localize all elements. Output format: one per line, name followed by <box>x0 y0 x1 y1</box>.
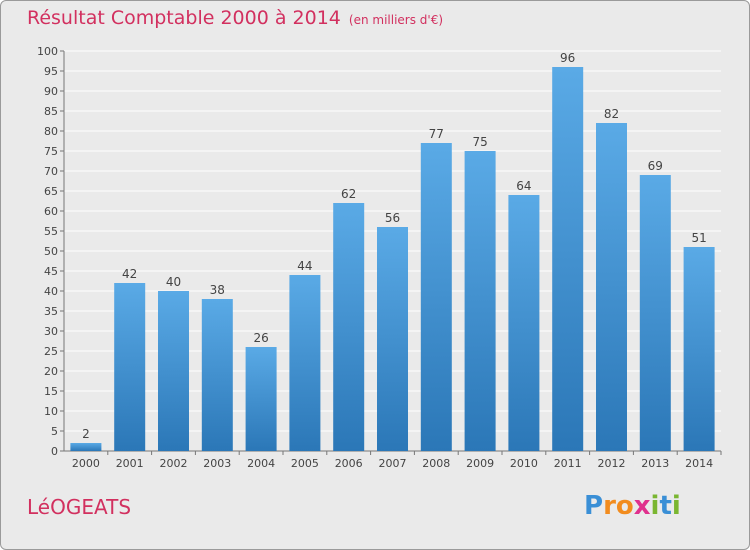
commune-name: LéOGEATS <box>27 495 132 519</box>
data-label: 77 <box>429 127 444 141</box>
bar <box>508 195 540 451</box>
y-tick-label: 30 <box>44 325 58 338</box>
bar <box>683 247 715 451</box>
data-label: 44 <box>297 259 312 273</box>
x-tick-label: 2013 <box>641 457 669 470</box>
y-tick-label: 50 <box>44 245 58 258</box>
y-tick-label: 65 <box>44 185 58 198</box>
logo-letter: i <box>650 491 660 521</box>
logo-letter: r <box>603 491 616 521</box>
y-tick-label: 55 <box>44 225 58 238</box>
data-label: 69 <box>648 159 663 173</box>
data-label: 56 <box>385 211 400 225</box>
logo-letter: o <box>615 491 634 521</box>
y-tick-label: 0 <box>51 445 58 458</box>
logo-letter: P <box>584 491 604 521</box>
y-tick-label: 80 <box>44 125 58 138</box>
bar <box>114 283 146 451</box>
data-label: 2 <box>82 427 90 441</box>
y-tick-label: 95 <box>44 65 58 78</box>
data-labels: 2 42 40 38 26 44 62 56 77 75 64 96 82 69 51 <box>82 51 707 441</box>
bars <box>70 67 715 451</box>
bar <box>333 203 365 451</box>
unit-note: (en milliers d'€) <box>348 13 444 27</box>
data-label: 40 <box>166 275 181 289</box>
data-label: 42 <box>122 267 137 281</box>
y-tick-label: 100 <box>37 45 58 58</box>
data-label: 26 <box>253 331 268 345</box>
data-label: 62 <box>341 187 356 201</box>
x-tick-label: 2002 <box>160 457 188 470</box>
chart-title: Résultat Comptable 2000 à 2014 (en millie… <box>27 7 443 29</box>
data-label: 96 <box>560 51 575 65</box>
x-tick-label: 2012 <box>598 457 626 470</box>
bar <box>201 299 233 451</box>
y-tick-label: 70 <box>44 165 58 178</box>
logo-letter: t <box>659 491 672 521</box>
x-tick-label: 2010 <box>510 457 538 470</box>
chart-title-text: Résultat Comptable 2000 à 2014 <box>27 7 341 29</box>
bar <box>245 347 277 451</box>
y-tick-label: 45 <box>44 265 58 278</box>
bar <box>596 123 627 451</box>
x-tick-label: 2006 <box>335 457 363 470</box>
x-tick-label: 2001 <box>116 457 144 470</box>
logo-letter: x <box>633 491 651 521</box>
x-tick-label: 2003 <box>203 457 231 470</box>
x-tick-label: 2000 <box>72 457 100 470</box>
data-label: 75 <box>472 135 487 149</box>
proxiti-logo: Proxiti <box>584 491 681 521</box>
x-tick-label: 2004 <box>247 457 275 470</box>
x-tick-label: 2011 <box>554 457 582 470</box>
data-label: 38 <box>210 283 225 297</box>
bar <box>289 275 321 451</box>
y-tick-label: 5 <box>51 425 58 438</box>
x-tick-label: 2008 <box>422 457 450 470</box>
bar <box>158 291 189 451</box>
bar <box>377 227 408 451</box>
y-tick-label: 15 <box>44 385 58 398</box>
bar <box>552 67 584 451</box>
y-tick-label: 60 <box>44 205 58 218</box>
y-tick-label: 85 <box>44 105 58 118</box>
y-tick-label: 40 <box>44 285 58 298</box>
data-label: 51 <box>691 231 706 245</box>
axes: 0 5 10 15 20 25 30 35 40 45 50 55 60 65 70 75 80 85 90 95 10… <box>37 45 722 470</box>
y-tick-label: 25 <box>44 345 58 358</box>
y-tick-label: 20 <box>44 365 58 378</box>
bar <box>420 143 452 451</box>
y-tick-label: 10 <box>44 405 58 418</box>
logo-letter: i <box>671 491 681 521</box>
y-tick-label: 35 <box>44 305 58 318</box>
y-tick-label: 90 <box>44 85 58 98</box>
data-label: 82 <box>604 107 619 121</box>
data-label: 64 <box>516 179 531 193</box>
bar <box>70 443 102 451</box>
x-tick-label: 2009 <box>466 457 494 470</box>
x-tick-label: 2007 <box>379 457 407 470</box>
x-tick-label: 2005 <box>291 457 319 470</box>
x-tick-label: 2014 <box>685 457 713 470</box>
bar <box>639 175 671 451</box>
bar <box>464 151 496 451</box>
y-tick-label: 75 <box>44 145 58 158</box>
